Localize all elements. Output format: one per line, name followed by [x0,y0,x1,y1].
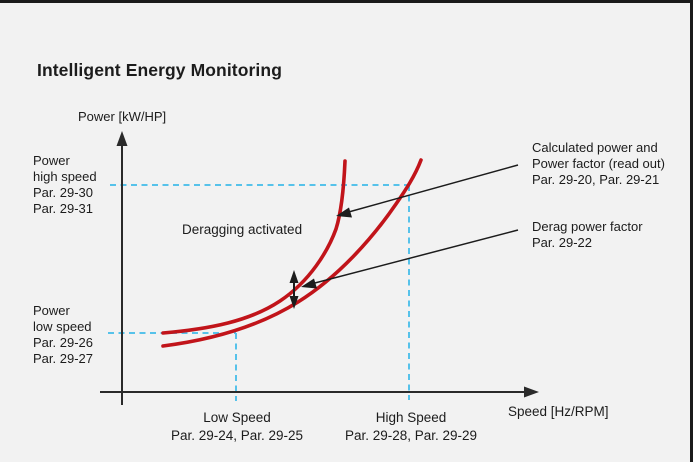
derag-arrowhead-icon [301,278,317,289]
label-line: Par. 29-31 [33,201,93,216]
derag-power-factor-label: Derag power factor Par. 29-22 [532,219,643,251]
deragging-curve [161,159,347,335]
label-line: Par. 29-30 [33,185,93,200]
power-high-speed-label: Power high speed Par. 29-30 Par. 29-31 [33,153,97,217]
up-arrowhead-icon [289,270,299,283]
label-line: Par. 29-26 [33,335,93,350]
speed-axis-label: Speed [Hz/RPM] [508,404,609,419]
label-line: Calculated power and [532,140,658,155]
x-axis-arrowhead [524,386,539,398]
label-line: Par. 29-24, Par. 29-25 [170,427,304,443]
diagram-title: Intelligent Energy Monitoring [37,60,282,80]
label-line: High Speed [375,410,447,425]
label-line: Power [33,153,70,168]
label-line: Power [33,303,70,318]
deragging-activated-label: Deragging activated [182,222,303,237]
label-line: Par. 29-28, Par. 29-29 [344,427,478,443]
label-line: Power factor (read out) [532,156,665,171]
calculated-power-leader-line [344,164,519,214]
label-line: high speed [33,169,97,184]
calculated-power-arrowhead-icon [336,207,352,218]
calculated-power-label: Calculated power and Power factor (read … [532,140,665,188]
y-axis-arrowhead [116,131,128,146]
power-axis-label: Power [kW/HP] [78,109,167,124]
label-line: Par. 29-22 [532,235,592,250]
down-arrowhead-icon [289,296,299,309]
calculated-power-curve [161,158,423,348]
high-speed-label: High Speed Par. 29-28, Par. 29-29 [331,409,491,444]
label-line: low speed [33,319,92,334]
label-line: Par. 29-27 [33,351,93,366]
power-low-speed-label: Power low speed Par. 29-26 Par. 29-27 [33,303,93,367]
low-speed-label: Low Speed Par. 29-24, Par. 29-25 [157,409,317,444]
label-line: Par. 29-20, Par. 29-21 [532,172,660,187]
label-line: Low Speed [203,410,271,425]
derag-difference-arrow [289,270,299,309]
label-line: Derag power factor [532,219,643,234]
diagram-canvas [100,131,539,405]
derag-leader-line [310,229,519,285]
